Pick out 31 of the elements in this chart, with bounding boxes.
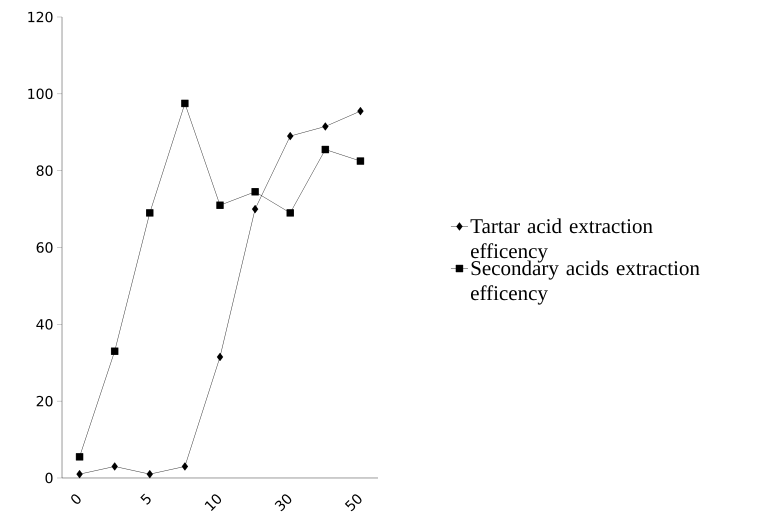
point [322,146,330,154]
y-tick-label: 80 [36,165,53,176]
y-tick-label: 100 [28,88,53,100]
x-tick-label: 5 [140,494,151,505]
x-tick-label: 0 [71,494,81,504]
point [287,132,294,140]
point [216,352,224,362]
legend-label: Secondary acids extraction efficency [471,260,700,305]
point [251,188,259,196]
x-tick-label: 30 [274,494,292,512]
y-tick-label: 20 [36,396,53,406]
point [252,204,258,214]
point [181,100,189,108]
y-tick-label: 60 [36,242,53,253]
point [322,122,329,131]
point [216,202,224,209]
point [76,470,83,478]
y-tick-label: 0 [45,472,53,484]
y-tick-label: 120 [28,12,53,22]
point [146,470,153,478]
point [356,157,364,165]
point [110,348,118,355]
point [286,209,294,217]
x-tick-label: 50 [344,494,362,512]
x-tick-label: 10 [204,494,222,511]
point [182,462,188,471]
point [76,453,84,461]
point [357,106,364,116]
point [111,462,118,471]
y-tick-label: 40 [36,319,53,330]
point [146,209,154,217]
